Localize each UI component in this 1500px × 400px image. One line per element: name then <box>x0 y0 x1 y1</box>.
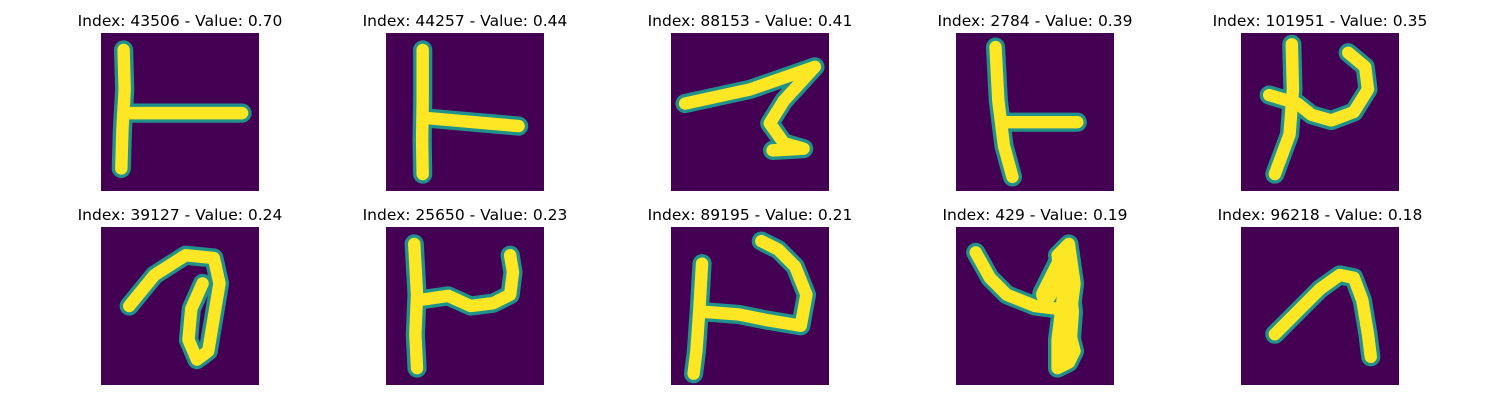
panel-title: Index: 429 - Value: 0.19 <box>942 206 1128 224</box>
panel-title: Index: 43506 - Value: 0.70 <box>77 12 283 30</box>
digit-image <box>956 33 1114 191</box>
panel-title: Index: 44257 - Value: 0.44 <box>362 12 568 30</box>
digit-image <box>671 33 829 191</box>
digit-image <box>671 227 829 385</box>
panel-title: Index: 101951 - Value: 0.35 <box>1212 12 1428 30</box>
panel-title: Index: 89195 - Value: 0.21 <box>647 206 853 224</box>
digit-image <box>1241 227 1399 385</box>
panel-title: Index: 88153 - Value: 0.41 <box>647 12 853 30</box>
panel-title: Index: 39127 - Value: 0.24 <box>77 206 283 224</box>
digit-image <box>1241 33 1399 191</box>
panel-title: Index: 2784 - Value: 0.39 <box>937 12 1133 30</box>
panel-title: Index: 25650 - Value: 0.23 <box>362 206 568 224</box>
panel-title: Index: 96218 - Value: 0.18 <box>1217 206 1423 224</box>
digit-image <box>386 227 544 385</box>
digit-image <box>386 33 544 191</box>
digit-image <box>956 227 1114 385</box>
digit-image <box>101 33 259 191</box>
digit-image <box>101 227 259 385</box>
